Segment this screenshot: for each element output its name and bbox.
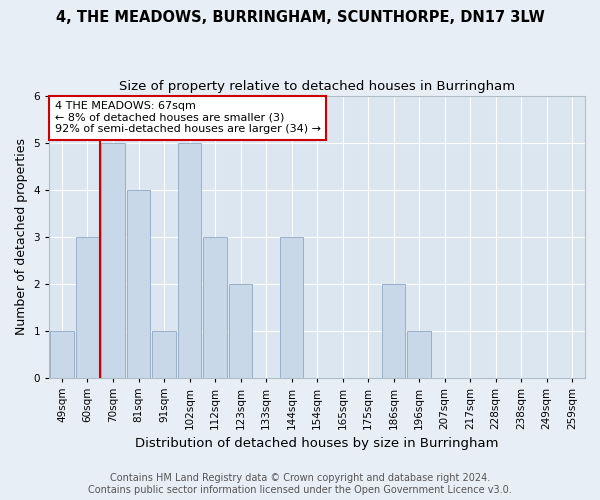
Bar	[203, 236, 227, 378]
Bar	[280, 236, 304, 378]
Bar	[127, 190, 150, 378]
Bar	[407, 330, 431, 378]
Title: Size of property relative to detached houses in Burringham: Size of property relative to detached ho…	[119, 80, 515, 93]
Text: Contains HM Land Registry data © Crown copyright and database right 2024.
Contai: Contains HM Land Registry data © Crown c…	[88, 474, 512, 495]
Text: 4 THE MEADOWS: 67sqm
← 8% of detached houses are smaller (3)
92% of semi-detache: 4 THE MEADOWS: 67sqm ← 8% of detached ho…	[55, 101, 320, 134]
Bar	[382, 284, 406, 378]
Bar	[101, 142, 125, 378]
Bar	[152, 330, 176, 378]
X-axis label: Distribution of detached houses by size in Burringham: Distribution of detached houses by size …	[136, 437, 499, 450]
Y-axis label: Number of detached properties: Number of detached properties	[15, 138, 28, 335]
Text: 4, THE MEADOWS, BURRINGHAM, SCUNTHORPE, DN17 3LW: 4, THE MEADOWS, BURRINGHAM, SCUNTHORPE, …	[56, 10, 544, 25]
Bar	[178, 142, 201, 378]
Bar	[50, 330, 74, 378]
Bar	[76, 236, 99, 378]
Bar	[229, 284, 252, 378]
